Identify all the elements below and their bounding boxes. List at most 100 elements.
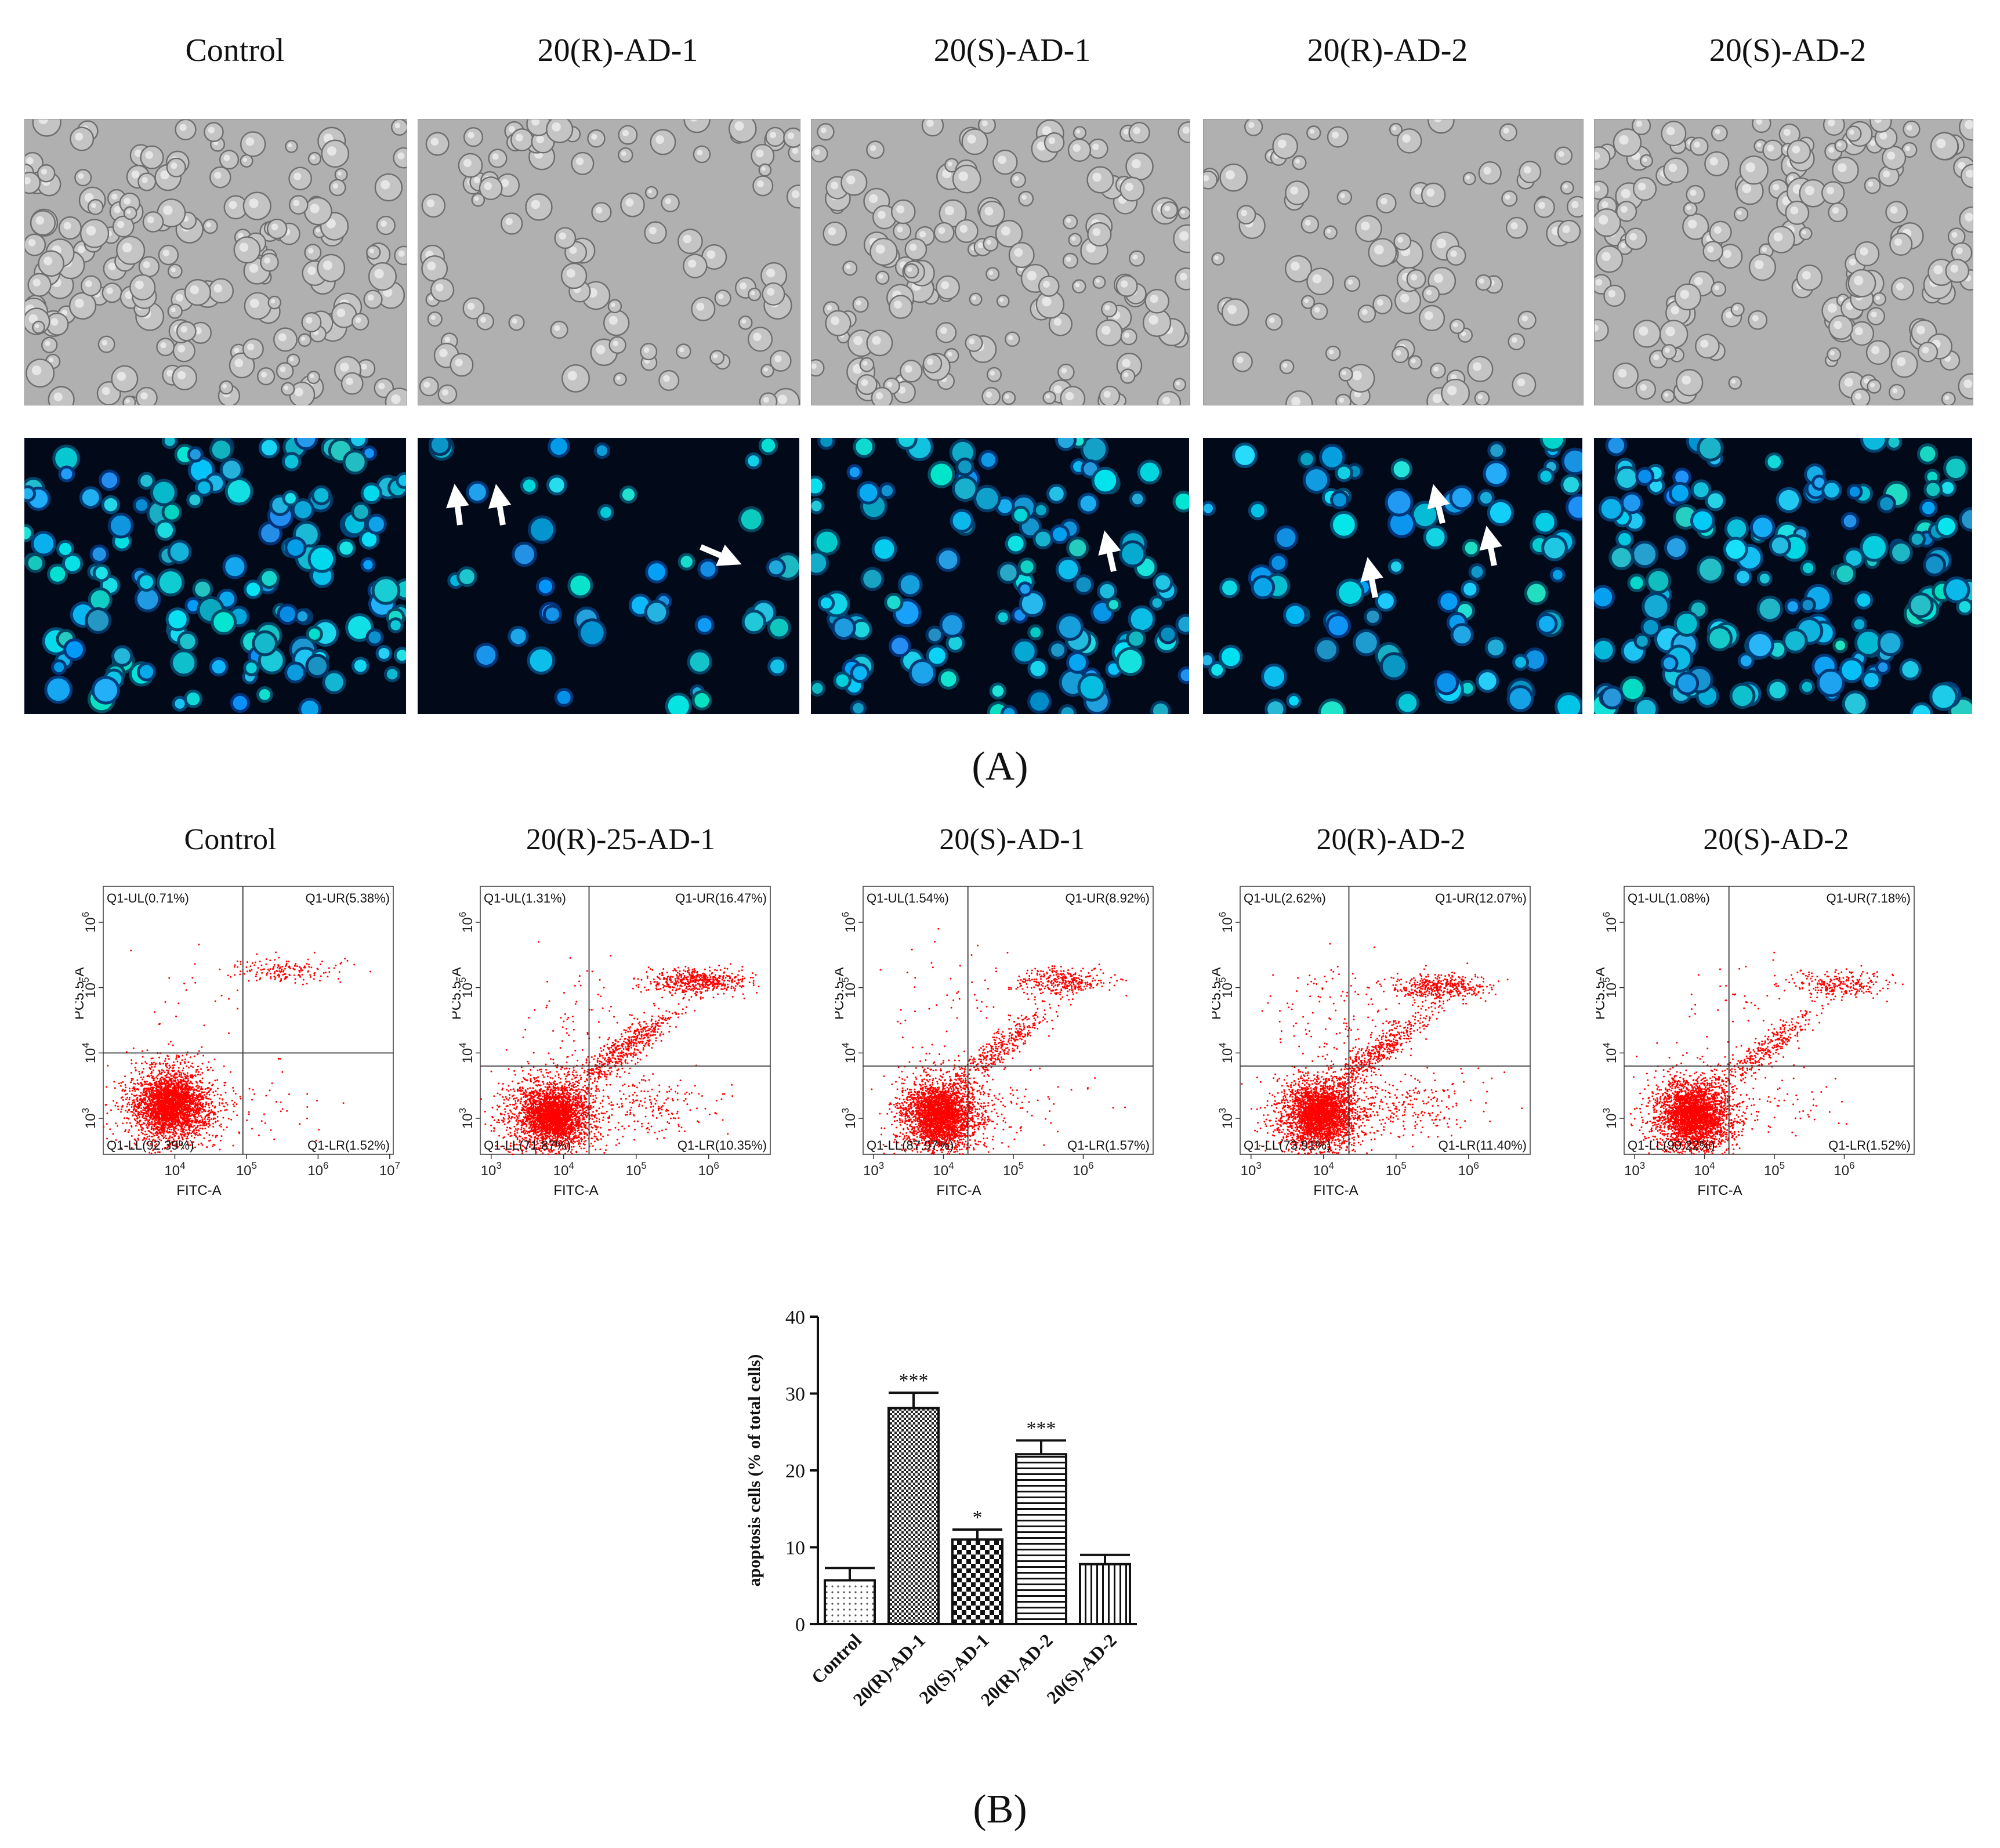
event [131,1103,133,1106]
event [148,1135,151,1137]
cell-highlight [1426,189,1435,197]
event [139,1073,141,1075]
cell-highlight [969,338,975,345]
nucleus [246,582,260,596]
event [135,1094,137,1096]
nucleus [820,438,833,447]
cell-highlight [332,183,339,189]
cell-highlight [311,155,316,160]
cell-highlight [559,232,567,240]
event [180,1074,183,1076]
cell-highlight [111,193,118,200]
cell-highlight [1737,210,1742,215]
nucleus [1203,503,1213,513]
event [190,1135,193,1137]
event [131,1078,133,1080]
event [160,1079,162,1081]
event [130,1125,132,1127]
cell-highlight [998,155,1006,164]
event [143,1117,146,1119]
event [131,1106,133,1108]
cell-highlight [1643,157,1647,162]
cell-highlight [1150,295,1158,303]
event [136,1079,139,1081]
nucleus [1542,438,1564,449]
event [155,1143,158,1146]
cell-highlight [1339,397,1345,403]
event [187,1144,189,1146]
nucleus [54,662,64,672]
event [179,1140,181,1142]
event [153,1123,155,1125]
event [141,1050,143,1052]
event [204,1118,206,1120]
event [202,1096,205,1099]
nucleus [1122,543,1144,565]
nucleus [90,590,110,610]
event [187,1122,190,1124]
nucleus [1527,584,1546,603]
event [176,1076,179,1078]
cell-highlight [1042,281,1050,288]
cell-highlight [981,120,988,126]
cell-highlight [430,315,436,320]
cell-highlight [455,358,463,367]
nucleus [1693,511,1712,531]
cell-highlight [1868,181,1874,187]
nucleus [1437,673,1456,693]
event [197,1143,200,1146]
nucleus [153,481,175,503]
event [131,1079,133,1082]
event [147,1074,150,1077]
event [156,1078,158,1080]
cell-highlight [1392,126,1397,131]
event [175,1143,177,1145]
event [152,1139,154,1141]
event [157,1074,159,1077]
event [158,1139,161,1141]
cell-highlight [1162,396,1171,405]
event [162,1131,164,1133]
event [199,1127,201,1129]
hoechst-image-s-ad-1 [811,438,1189,714]
nucleus [1453,626,1471,644]
nucleus [816,531,838,553]
event [199,1124,201,1126]
event [188,1100,190,1102]
event [103,1126,105,1128]
cell-highlight [1621,189,1631,199]
cell-highlight [988,270,994,275]
event [111,1140,113,1143]
cell-highlight [986,240,992,245]
event [154,1119,156,1122]
nucleus [1544,537,1565,559]
nucleus [1700,438,1721,459]
nucleus [1919,446,1936,462]
event [152,1128,154,1130]
nucleus [1824,483,1839,498]
nucleus [898,438,915,447]
event [173,1126,176,1129]
cell-highlight [1694,277,1703,286]
event [184,1117,186,1119]
nucleus [285,492,296,504]
event [142,1109,144,1111]
cell-highlight [1731,379,1736,384]
nucleus [309,628,320,640]
event [166,1140,168,1143]
cell-highlight [381,180,390,190]
nucleus [1155,575,1171,590]
cell-highlight [531,200,541,209]
event [137,1137,139,1140]
event [153,1061,155,1064]
event [144,1109,146,1111]
event [164,1086,166,1089]
event [142,1085,144,1087]
event [208,1107,211,1109]
nucleus [1911,595,1931,615]
event [164,1129,166,1131]
event [197,1121,200,1123]
cell-highlight [1686,205,1691,211]
event [122,1099,124,1101]
cell-highlight [751,291,755,296]
